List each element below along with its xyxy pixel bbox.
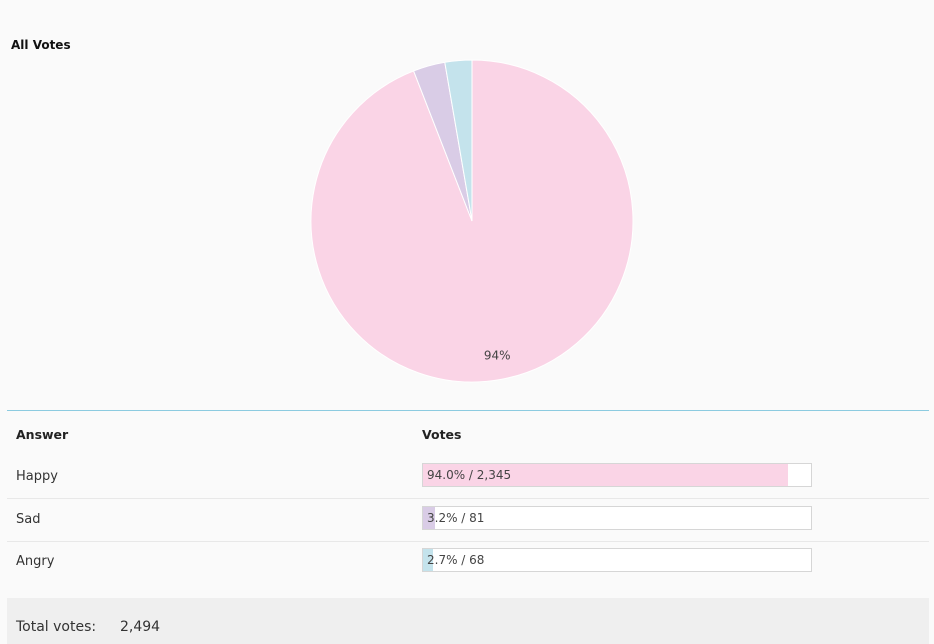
vote-bar-track: 94.0% / 2,345 [422,463,812,487]
vote-value: 94.0% / 2,345 [427,468,512,482]
pie-slice [444,59,473,222]
answer-label: Happy [16,469,58,484]
chart-title: All Votes [11,38,71,52]
footer [7,598,929,644]
row-separator [7,540,929,542]
row-separator [7,498,929,499]
vote-bar [423,549,434,571]
vote-bar [423,464,788,486]
answer-label: Angry [16,554,55,569]
vote-bar-track: 3.2% / 81 [422,505,812,530]
total-label: Total votes: [16,619,97,635]
vote-value: 2.7% / 68 [427,553,485,567]
divider [7,410,929,411]
answer-label: Sad [16,511,41,527]
total-value: 2,494 [120,619,161,635]
slice-label: 94% [484,349,511,363]
vote-bar [423,506,436,529]
header-answer: Answer [16,427,69,442]
vote-bar-track: 2.7% / 68 [422,548,812,572]
vote-value: 3.2% / 81 [427,510,485,525]
pie-chart: 94% [310,59,634,383]
header-votes: Votes [422,427,462,442]
